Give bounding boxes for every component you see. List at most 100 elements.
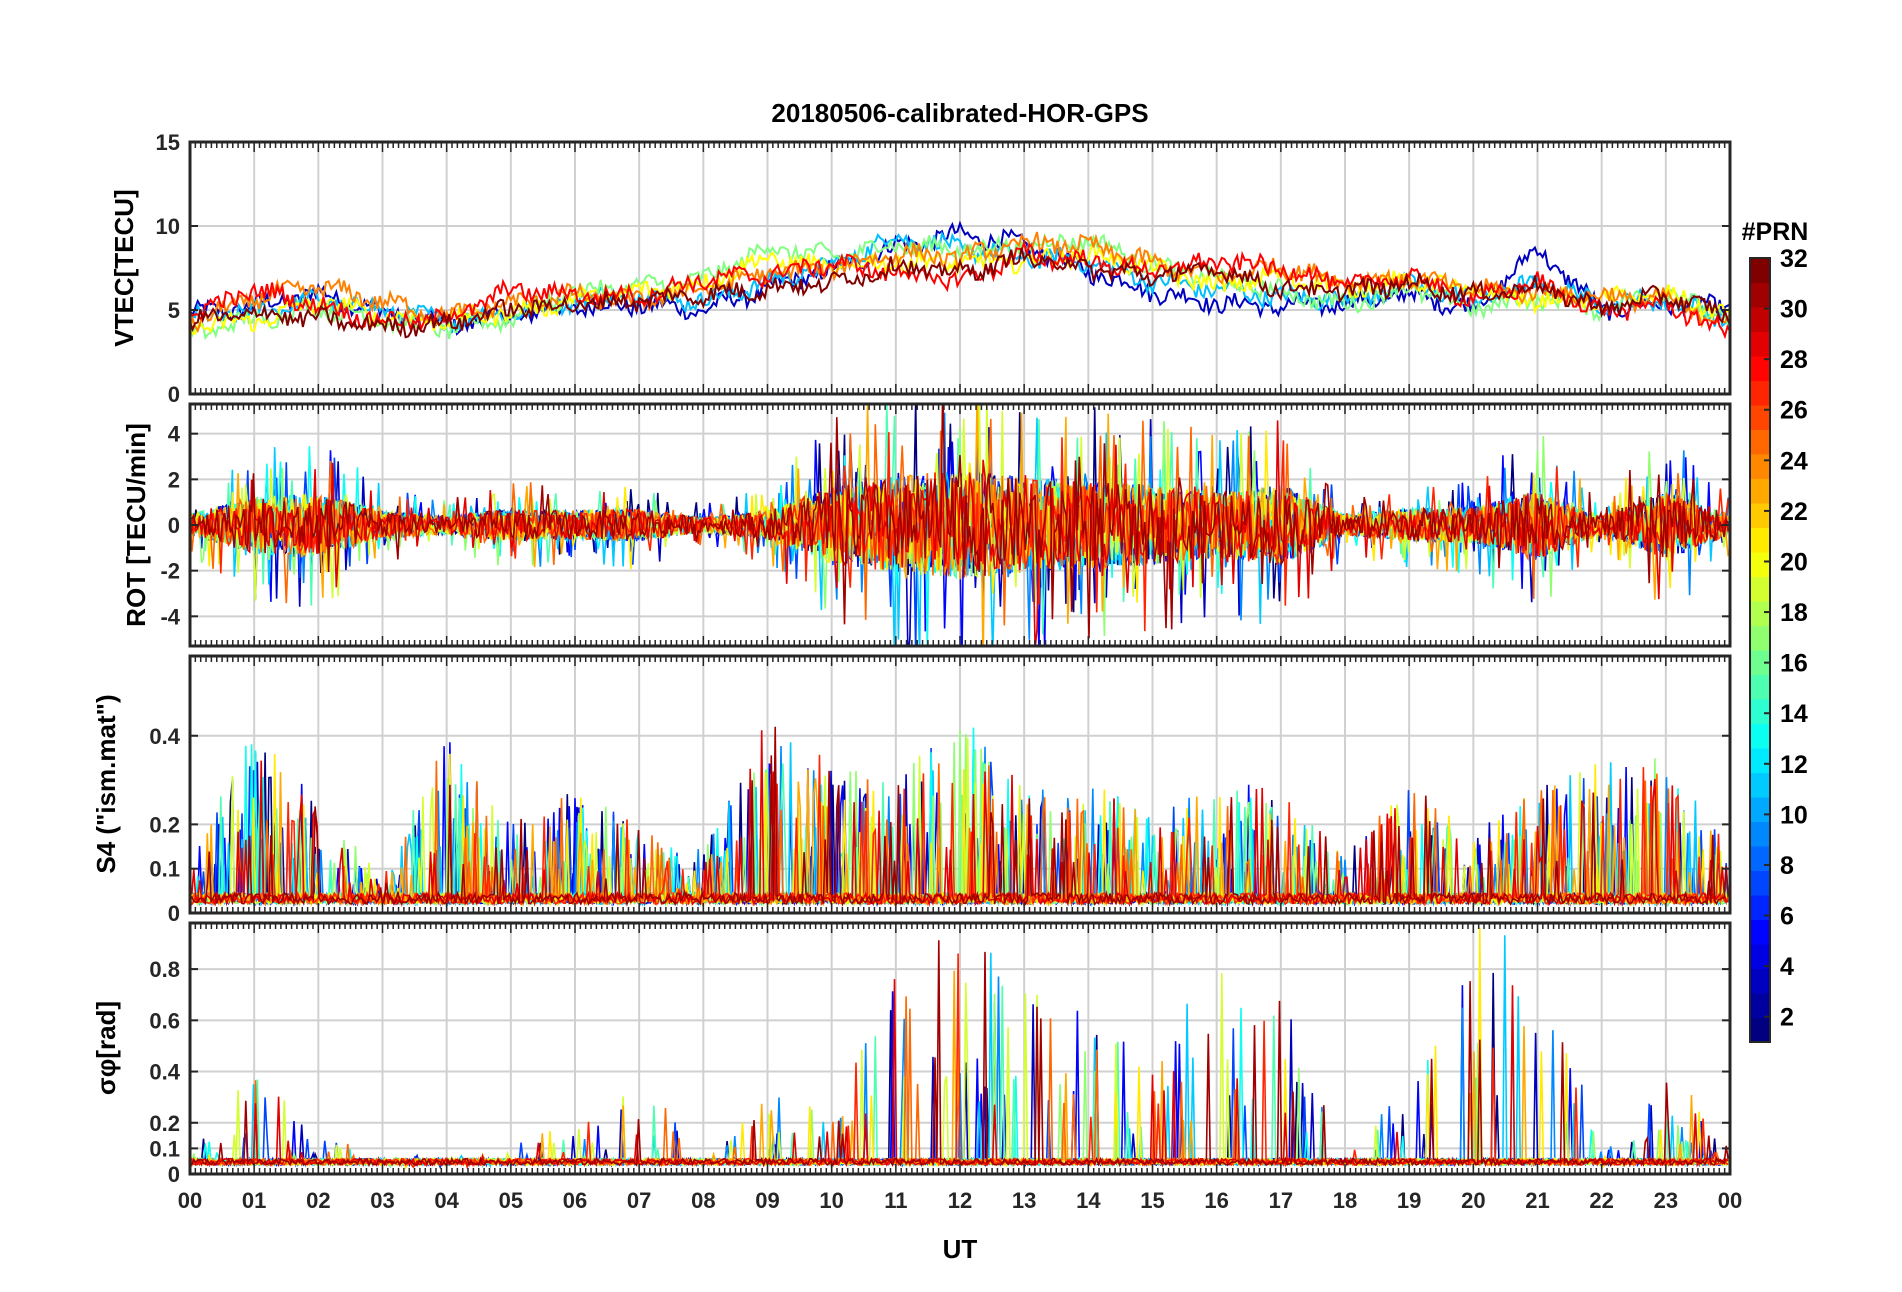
colorbar-segment <box>1750 503 1770 528</box>
y-tick-label: 0 <box>168 1162 180 1187</box>
vtec-series-line <box>190 247 1730 339</box>
colorbar-segment <box>1750 331 1770 357</box>
rot-series-line <box>190 420 1729 646</box>
y-axis-label-rot: ROT [TECU/min] <box>121 423 151 627</box>
sigma-phi-panel: 00.10.2 0.4 0.6 0.8 <box>149 921 1732 1187</box>
x-tick-label: 04 <box>434 1188 459 1213</box>
vtec-series-line <box>190 239 1730 340</box>
y-tick-label: 0.1 <box>149 1136 180 1161</box>
colorbar-segment <box>1750 1017 1770 1043</box>
colorbar-segment <box>1750 895 1770 920</box>
colorbar-tick-label: 6 <box>1780 903 1794 931</box>
colorbar-segment <box>1750 846 1770 871</box>
colorbar-segment <box>1750 380 1770 406</box>
x-tick-label: 15 <box>1140 1188 1164 1213</box>
rot-panel: -4 -2 0 2 4 <box>160 402 1732 648</box>
colorbar-segment <box>1750 674 1770 700</box>
series-line <box>190 979 1729 1168</box>
y-tick-label: -4 <box>160 604 180 629</box>
x-tick-label: 13 <box>1012 1188 1036 1213</box>
colorbar-frame <box>1749 257 1771 1043</box>
colorbar-segment <box>1750 429 1770 455</box>
x-tick-label: 22 <box>1589 1188 1613 1213</box>
y-axis-label-vtec: VTEC[TECU] <box>109 189 139 346</box>
colorbar-segment <box>1750 870 1770 896</box>
y-axis-label-sigma_phi: σφ[rad] <box>91 1001 121 1095</box>
colorbar-segment <box>1750 478 1770 504</box>
x-tick-label: 02 <box>306 1188 330 1213</box>
y-tick-label: 10 <box>156 214 180 239</box>
y-tick-label: -2 <box>160 559 180 584</box>
colorbar-tick-label: 22 <box>1780 498 1808 526</box>
colorbar-segment <box>1750 282 1770 308</box>
colorbar-segment <box>1750 454 1770 479</box>
x-tick-label: 05 <box>499 1188 523 1213</box>
x-tick-label: 19 <box>1397 1188 1421 1213</box>
colorbar-segment <box>1750 968 1770 994</box>
colorbar-tick-label: 8 <box>1780 852 1794 880</box>
vtec-panel: 0 5 10 15 <box>156 130 1732 407</box>
x-tick-label: 17 <box>1269 1188 1293 1213</box>
x-tick-label: 21 <box>1525 1188 1549 1213</box>
series-line <box>190 953 1729 1170</box>
x-tick-label: 00 <box>178 1188 202 1213</box>
x-tick-label: 07 <box>627 1188 651 1213</box>
x-tick-label: 10 <box>819 1188 843 1213</box>
colorbar-segment <box>1750 527 1770 553</box>
colorbar-tick-label: 10 <box>1780 801 1808 829</box>
colorbar-segment <box>1750 993 1770 1018</box>
colorbar-segment <box>1750 625 1770 651</box>
x-tick-label: 18 <box>1333 1188 1357 1213</box>
colorbar-segment <box>1750 919 1770 945</box>
colorbar-tick-label: 2 <box>1780 1004 1794 1032</box>
chart-title: 20180506-calibrated-HOR-GPS <box>771 98 1148 128</box>
colorbar-segment <box>1750 258 1770 283</box>
colorbar-segment <box>1750 356 1770 381</box>
colorbar-tick-label: 28 <box>1780 346 1808 374</box>
y-tick-label: 0 <box>168 901 180 926</box>
colorbar-segment <box>1750 772 1770 798</box>
colorbar-segment <box>1750 748 1770 773</box>
colorbar-tick-label: 24 <box>1780 447 1808 475</box>
colorbar-segment <box>1750 699 1770 724</box>
x-tick-label: 01 <box>242 1188 266 1213</box>
data-layer <box>190 927 1729 1170</box>
colorbar-segment <box>1750 650 1770 675</box>
colorbar-segment <box>1750 307 1770 332</box>
colorbar-title: #PRN <box>1742 218 1809 246</box>
y-tick-label: 4 <box>168 422 181 447</box>
data-layer <box>190 726 1729 908</box>
y-tick-label: 0 <box>168 513 180 538</box>
x-tick-label: 06 <box>563 1188 587 1213</box>
y-tick-label: 2 <box>168 467 180 492</box>
colorbar-tick-label: 26 <box>1780 397 1808 425</box>
y-tick-label: 0.4 <box>149 724 180 749</box>
colorbar-tick-label: 16 <box>1780 650 1808 678</box>
y-axis-labels: VTEC[TECU] ROT [TECU/min] S4 ("ism.mat") σφ… <box>91 189 151 1095</box>
y-axis-label-s4: S4 ("ism.mat") <box>91 694 121 873</box>
series-line <box>190 726 1729 907</box>
colorbar-segment <box>1750 944 1770 969</box>
x-tick-label: 09 <box>755 1188 779 1213</box>
x-axis: 00 01 02 03 04 05 06 07 08 09 10 11 12 13 14 15 16 17 18 19… <box>178 1188 1742 1213</box>
colorbar-tick-label: 4 <box>1780 953 1794 981</box>
x-tick-label: 23 <box>1654 1188 1678 1213</box>
x-axis-label: UT <box>943 1234 978 1264</box>
data-layer <box>190 404 1729 646</box>
colorbar-tick-label: 32 <box>1780 245 1808 273</box>
vtec-series-line <box>190 232 1730 341</box>
rot-series-line <box>190 404 1729 639</box>
y-tick-label: 0.2 <box>149 812 180 837</box>
colorbar-segment <box>1750 552 1770 577</box>
colorbar-tick-label: 30 <box>1780 296 1808 324</box>
x-tick-label: 03 <box>370 1188 394 1213</box>
y-tick-label: 15 <box>156 130 180 155</box>
colorbar-segment <box>1750 797 1770 822</box>
y-tick-label: 0.6 <box>149 1008 180 1033</box>
colorbar-tick-label: 12 <box>1780 751 1808 779</box>
colorbar-segment <box>1750 821 1770 847</box>
colorbar-segment <box>1750 576 1770 602</box>
colorbar-tick-label: 18 <box>1780 599 1808 627</box>
